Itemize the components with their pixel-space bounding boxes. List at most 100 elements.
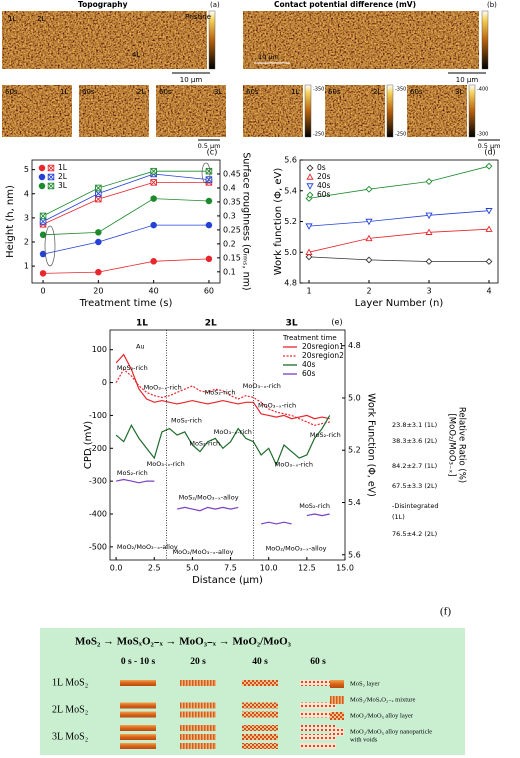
row-label: 1L MoS₂	[52, 677, 88, 688]
y-axis-label: Height (h, nm)	[5, 185, 16, 258]
y-tick-label: -500	[89, 542, 107, 551]
time-header: 0 s - 10 s	[121, 657, 156, 667]
layer-block	[120, 702, 156, 709]
layer-block	[300, 711, 336, 718]
panel-title: Topography	[78, 0, 128, 9]
y-tick-label: 5.0	[284, 248, 297, 257]
y-tick-label: 0	[102, 378, 107, 387]
y2-tick-label: 0.35	[223, 197, 241, 206]
afm-small-image-texture	[2, 85, 72, 137]
series-line	[43, 224, 209, 255]
marker	[39, 250, 47, 258]
marker-cross	[150, 179, 157, 186]
panel-letter: (b)	[487, 1, 497, 9]
y-tick-label: 5.2	[284, 217, 297, 226]
image-label: 60s	[246, 88, 259, 96]
layer-block	[180, 743, 216, 749]
legend-label: MoS₂/MoSₓO₂₋ₓ mixture	[350, 696, 415, 703]
series-line	[115, 353, 330, 420]
x-tick-label: 2	[366, 287, 371, 296]
layer-block	[120, 725, 156, 731]
panel-letter: (d)	[484, 148, 495, 157]
legend-title: Treatment time	[282, 334, 337, 342]
afm-small-image-texture	[79, 85, 149, 137]
image-label: 1L	[8, 15, 16, 23]
time-header: 60 s	[310, 657, 326, 667]
colorbar-label: -400	[477, 87, 488, 93]
row-label: 3L MoS₂	[52, 731, 88, 742]
layer-block	[242, 734, 278, 740]
y-tick-label: 1	[24, 262, 29, 271]
x-tick-label: 20	[93, 287, 103, 296]
annotation: MoS₂/MoO₃₋ₓ-alloy	[179, 494, 239, 502]
marker	[39, 231, 47, 239]
y2-tick-label: 4.8	[348, 341, 361, 350]
series-line	[43, 258, 209, 274]
x-axis-label: Treatment time (s)	[79, 298, 173, 309]
image-label: 4L	[132, 51, 140, 59]
series-line	[308, 256, 489, 262]
image-label: 60s	[159, 88, 172, 96]
colorbar-label: -300	[477, 132, 488, 138]
marker	[38, 182, 46, 190]
marker	[95, 238, 102, 246]
ratio-axis-label: [MoO₂/MoO₃₋ₓ]	[447, 413, 457, 476]
marker	[425, 228, 433, 235]
colorbar-label: -250	[313, 132, 324, 138]
region-label: 2L	[205, 319, 217, 329]
marker	[365, 234, 373, 242]
legend-label: 2L	[58, 172, 68, 181]
image-label: 60s	[328, 88, 341, 96]
x-tick-label: 15.0	[336, 564, 354, 573]
series-line	[115, 368, 330, 426]
marker-cross	[39, 218, 47, 225]
x-tick-label: 5.0	[186, 564, 199, 573]
marker	[38, 173, 46, 181]
panel-title: Contact potential difference (mV)	[274, 0, 416, 9]
annotation: MoS₂-rich	[205, 388, 236, 396]
image-label: 60s	[410, 88, 423, 96]
y2-axis-label: Surface roughness (σᵣₘₛ, nm)	[241, 152, 252, 290]
x-tick-label: 12.5	[298, 564, 316, 573]
annotation: MoS₂-rich	[117, 364, 148, 372]
ratio-label: 76.5±4.2 (2L)	[392, 530, 437, 538]
y-tick-label: 100	[92, 345, 107, 354]
x-tick-label: 1	[306, 287, 311, 296]
annotation: MoS₂-rich	[310, 431, 341, 439]
marker	[305, 253, 313, 261]
marker	[95, 268, 102, 276]
x-tick-label: 0	[41, 287, 46, 296]
image-label: 3L	[455, 88, 463, 96]
annotation: MoO₃₋ₓ-rich	[243, 382, 281, 390]
series-line	[308, 210, 490, 227]
ratio-label: -Disintegrated	[392, 502, 438, 510]
layer-block	[180, 711, 216, 718]
legend-label: 0s	[317, 163, 326, 172]
layer-block	[300, 702, 336, 709]
colorbar	[386, 84, 394, 138]
colorbar	[304, 84, 312, 138]
image-label: 60s	[82, 88, 95, 96]
series-line	[42, 182, 209, 225]
y-tick-label: -400	[89, 510, 107, 519]
marker	[150, 258, 157, 265]
annotation: MoO₃₋ₓ-rich	[144, 384, 182, 392]
image-label: 2L	[137, 88, 145, 96]
image-label: 3L	[214, 88, 222, 96]
marker	[95, 229, 102, 236]
image-label: 60s	[5, 88, 18, 96]
marker-cross	[205, 168, 213, 175]
ratio-label: 84.2±2.7 (1L)	[392, 462, 437, 470]
marker-cross	[95, 184, 102, 192]
colorbar	[208, 10, 216, 70]
plot-frame	[109, 329, 346, 561]
legend-swatch	[330, 712, 344, 720]
legend-label: 40s	[302, 360, 316, 369]
y-tick-label: 4.8	[284, 279, 297, 288]
layer-block	[242, 711, 278, 718]
y2-tick-label: 5.2	[348, 446, 361, 455]
y2-tick-label: 0.25	[223, 225, 241, 234]
legend-label: 20sregion1	[302, 342, 344, 351]
legend-label: 3L	[58, 181, 68, 190]
region-label: 3L	[286, 319, 298, 329]
